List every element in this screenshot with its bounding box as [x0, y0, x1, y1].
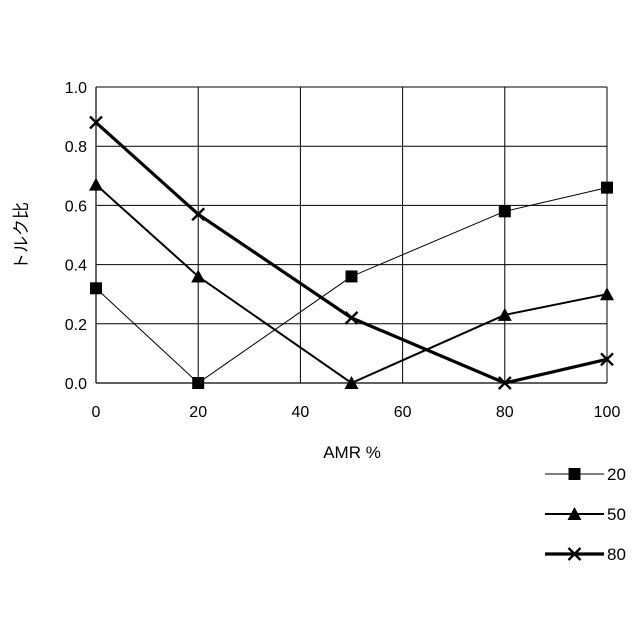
x-axis-title: AMR %: [323, 443, 381, 462]
x-tick-label: 60: [394, 404, 412, 421]
x-tick-label: 40: [292, 404, 310, 421]
series-line: [96, 188, 607, 383]
series-80: [90, 117, 613, 389]
series-group: [89, 117, 614, 389]
grid: [96, 87, 607, 383]
series-20: [90, 182, 613, 389]
legend: 20 50 80: [545, 465, 626, 564]
x-tick-label: 80: [496, 404, 514, 421]
data-point: [346, 312, 358, 324]
data-point: [90, 282, 102, 294]
legend-label: 50: [607, 505, 626, 524]
y-axis-title: トルク比: [12, 202, 31, 270]
tick-labels: 0.0 0.2 0.4 0.6 0.8 1.0 0 20 40 60 80 100: [65, 80, 621, 421]
legend-label: 20: [607, 465, 626, 484]
plot-axes: [96, 87, 607, 383]
y-tick-label: 0.6: [65, 198, 87, 215]
series-50: [89, 178, 614, 389]
data-point: [499, 205, 511, 217]
data-point: [192, 377, 204, 389]
y-tick-label: 0.4: [65, 258, 87, 275]
data-point: [346, 270, 358, 282]
y-tick-label: 0.0: [65, 376, 87, 393]
legend-item: 50: [545, 505, 626, 524]
legend-item: 80: [545, 545, 626, 564]
legend-label: 80: [607, 545, 626, 564]
y-tick-label: 0.2: [65, 317, 87, 334]
x-tick-label: 20: [189, 404, 207, 421]
legend-item: 20: [545, 465, 626, 484]
y-tick-label: 1.0: [65, 80, 87, 97]
legend-marker: [569, 468, 581, 480]
y-tick-label: 0.8: [65, 139, 87, 156]
data-point: [600, 287, 614, 300]
x-tick-label: 0: [92, 404, 101, 421]
data-point: [601, 182, 613, 194]
series-line: [96, 185, 607, 383]
data-point: [89, 178, 103, 191]
x-tick-label: 100: [594, 404, 621, 421]
